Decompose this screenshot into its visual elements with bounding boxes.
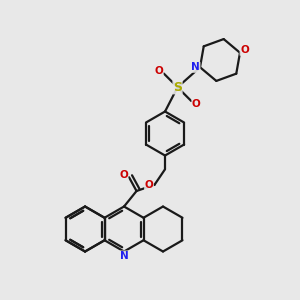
Text: O: O <box>145 180 153 190</box>
Text: O: O <box>119 170 128 180</box>
Text: N: N <box>120 251 128 261</box>
Text: N: N <box>191 62 200 72</box>
Text: S: S <box>173 81 182 94</box>
Text: O: O <box>154 66 163 76</box>
Text: O: O <box>240 45 249 55</box>
Text: O: O <box>192 98 201 109</box>
